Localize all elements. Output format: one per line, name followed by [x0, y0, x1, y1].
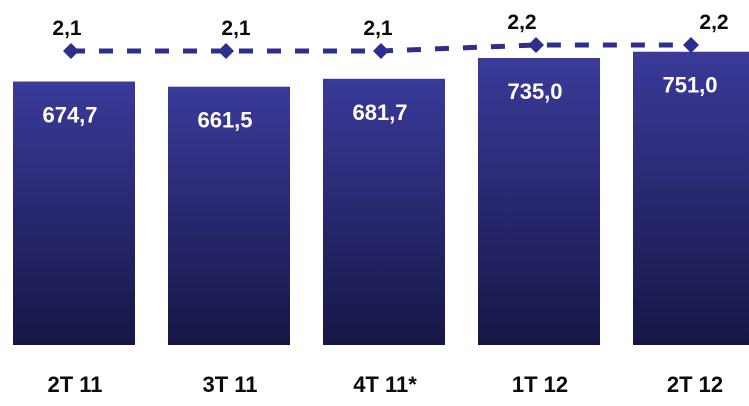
line-value-label: 2,1	[52, 17, 82, 40]
category-label: 4T 11*	[353, 372, 417, 397]
line-value-label: 2,1	[221, 17, 251, 40]
bar-4	[478, 57, 600, 346]
bar-value-label: 674,7	[42, 103, 97, 128]
bar-value-label: 751,0	[662, 73, 717, 98]
bar-value-label: 681,7	[352, 100, 407, 125]
bar-value-label: 735,0	[507, 79, 562, 104]
line-value-label: 2,2	[699, 11, 728, 34]
line-marker-diamond	[683, 37, 699, 53]
bar-5	[633, 51, 749, 346]
category-label: 3T 11	[202, 372, 257, 397]
bar-3	[323, 78, 445, 346]
bar-value-label: 661,5	[197, 108, 252, 133]
bar-1	[13, 81, 135, 345]
bars-layer	[13, 51, 749, 346]
bar-2	[168, 86, 290, 345]
category-label: 1T 12	[512, 372, 568, 397]
line-series-layer	[63, 37, 699, 59]
line-marker-diamond	[218, 43, 234, 59]
labels-layer: 674,7 2T 11 661,5 3T 11 681,7 4T 11* 735,0 1T 1…	[42, 11, 728, 397]
line-marker-diamond	[373, 43, 389, 59]
line-marker-diamond	[63, 43, 79, 59]
category-label: 2T 11	[47, 372, 102, 397]
category-label: 2T 12	[667, 372, 723, 397]
line-value-label: 2,1	[363, 17, 393, 40]
line-marker-diamond	[528, 37, 544, 53]
line-value-label: 2,2	[507, 11, 536, 34]
